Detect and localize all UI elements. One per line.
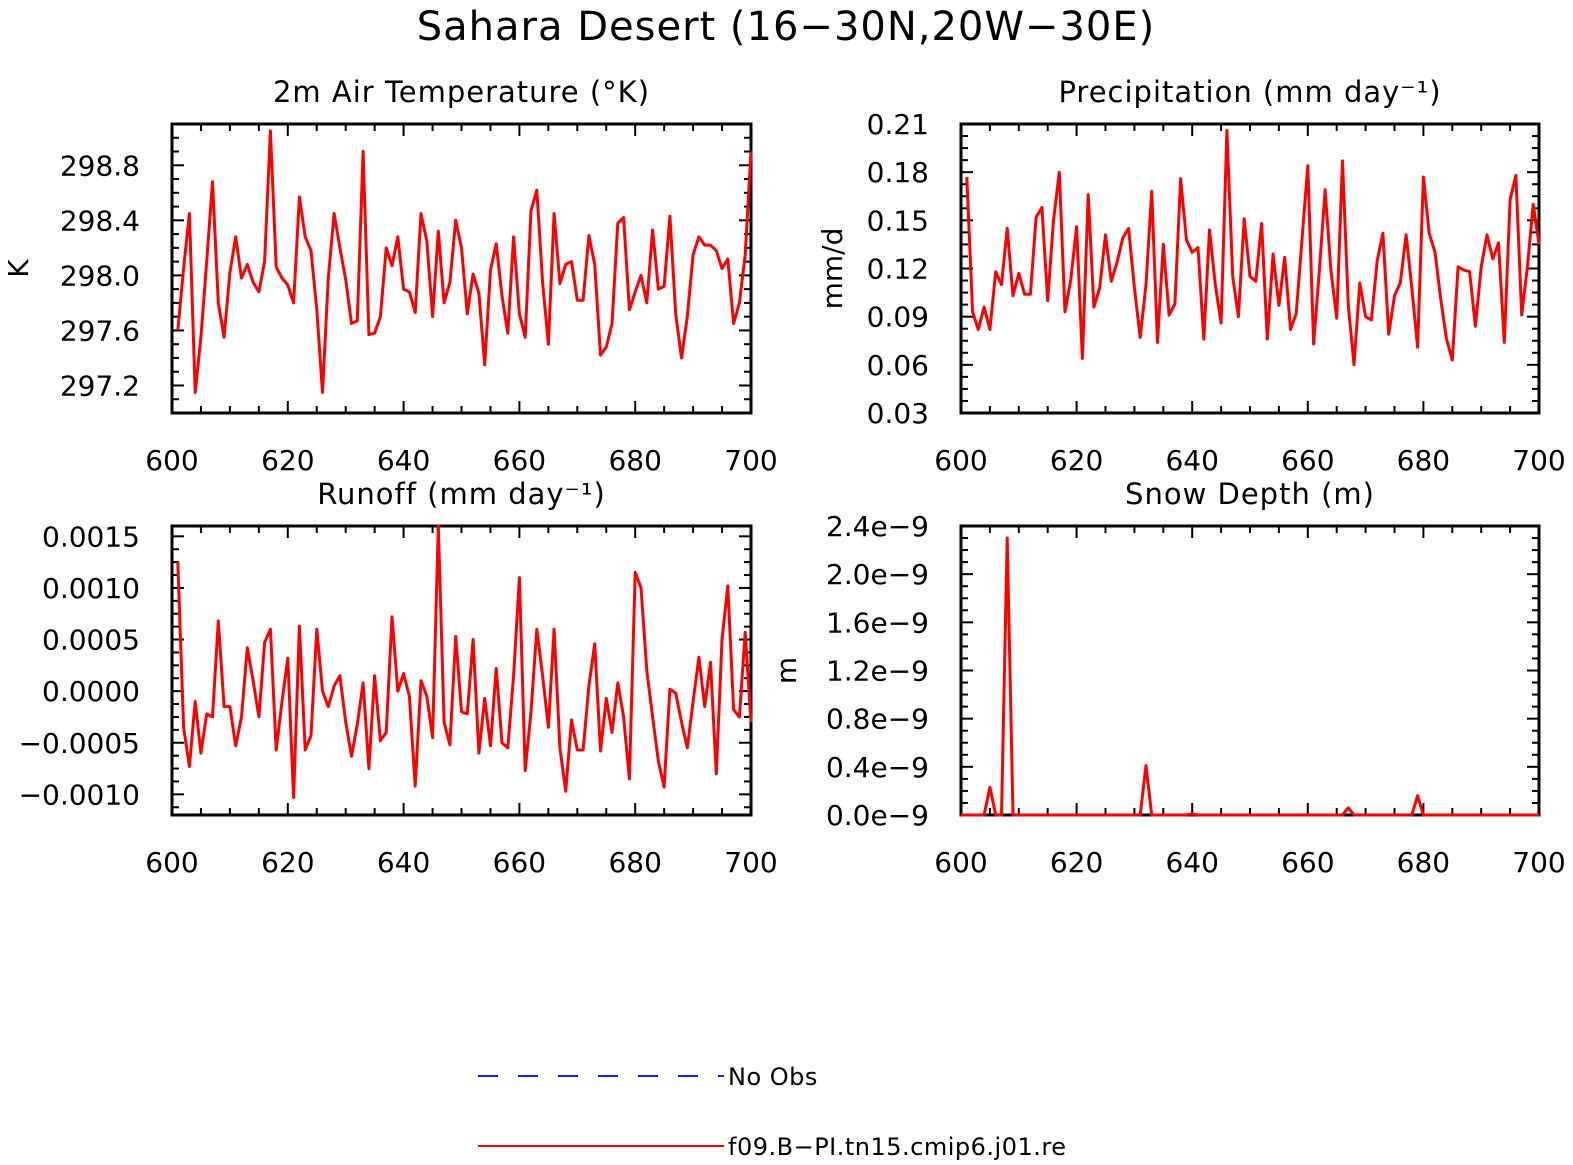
y-tick-label: 0.0000 [42, 675, 140, 708]
x-tick-label: 600 [145, 846, 198, 879]
y-tick-label: 0.0e−9 [826, 799, 929, 832]
chart-panel-3: Runoff (mm day⁻¹) 600 620 640 660 680 700 −0.00… [19, 477, 778, 879]
x-tick-label: 600 [934, 846, 987, 879]
legend-no-obs-label: No Obs [728, 1063, 818, 1091]
chart-panel-2: Precipitation (mm day⁻¹) mm/d 600 620 640 660… [816, 75, 1566, 477]
x-tick-label: 600 [934, 444, 987, 477]
y-tick-label: −0.0005 [19, 727, 140, 760]
series-line-1 [176, 524, 753, 799]
panel-title: 2m Air Temperature (°K) [273, 75, 650, 109]
y-tick-label: −0.0010 [19, 778, 140, 811]
plot-frame [959, 524, 1541, 817]
x-tick-label: 640 [377, 444, 430, 477]
x-tick-label: 620 [261, 444, 314, 477]
x-tick-label: 620 [1050, 846, 1103, 879]
series-line-1 [176, 129, 753, 394]
x-tick-label: 700 [1512, 846, 1565, 879]
y-tick-label: 0.12 [867, 253, 929, 286]
chart-panel-4: Snow Depth (m) m 600 620 640 660 680 700 0.0e−9 0… [770, 477, 1566, 879]
y-tick-label: 298.4 [60, 204, 140, 237]
x-tick-label: 660 [1281, 444, 1334, 477]
x-tick-label: 680 [608, 444, 661, 477]
x-tick-label: 660 [493, 444, 546, 477]
series-line-1 [961, 536, 1539, 817]
y-tick-label: 297.2 [60, 369, 140, 402]
panel-title: Runoff (mm day⁻¹) [317, 477, 606, 511]
x-tick-label: 620 [261, 846, 314, 879]
y-tick-label: 0.0015 [42, 520, 140, 553]
y-axis-label: mm/d [816, 228, 849, 310]
figure-title: Sahara Desert (16−30N,20W−30E) [417, 4, 1155, 50]
y-tick-label: 298.0 [60, 259, 140, 292]
x-tick-label: 700 [724, 444, 777, 477]
x-tick-label: 620 [1050, 444, 1103, 477]
y-tick-label: 2.4e−9 [826, 510, 929, 543]
y-tick-label: 0.18 [867, 156, 929, 189]
y-tick-label: 298.8 [60, 149, 140, 182]
y-tick-label: 0.8e−9 [826, 703, 929, 736]
x-tick-label: 660 [493, 846, 546, 879]
y-tick-label: 2.0e−9 [826, 558, 929, 591]
y-tick-label: 0.15 [867, 204, 929, 237]
y-tick-label: 0.03 [867, 397, 929, 430]
x-tick-label: 600 [145, 444, 198, 477]
x-tick-label: 640 [1165, 444, 1218, 477]
y-axis-label: m [770, 657, 803, 684]
legend-model-label: f09.B−PI.tn15.cmip6.j01.re [728, 1133, 1066, 1161]
x-tick-label: 660 [1281, 846, 1334, 879]
y-tick-label: 0.21 [867, 108, 929, 141]
y-tick-label: 0.4e−9 [826, 751, 929, 784]
chart-panel-1: 2m Air Temperature (°K) K 600 620 640 660 680 7… [2, 75, 778, 477]
x-tick-label: 680 [608, 846, 661, 879]
legend: No Obs f09.B−PI.tn15.cmip6.j01.re [478, 1063, 1066, 1161]
x-tick-label: 700 [724, 846, 777, 879]
y-tick-label: 297.6 [60, 314, 140, 347]
panel-title: Precipitation (mm day⁻¹) [1058, 75, 1441, 109]
series-line-1 [965, 128, 1541, 367]
y-tick-label: 0.09 [867, 301, 929, 334]
y-tick-label: 0.0010 [42, 572, 140, 605]
x-tick-label: 640 [377, 846, 430, 879]
y-tick-label: 1.6e−9 [826, 606, 929, 639]
y-tick-label: 1.2e−9 [826, 655, 929, 688]
panels: 2m Air Temperature (°K) K 600 620 640 660 680 7… [2, 75, 1566, 879]
x-tick-label: 680 [1397, 444, 1450, 477]
x-tick-label: 700 [1512, 444, 1565, 477]
y-axis-label: K [2, 259, 35, 278]
panel-title: Snow Depth (m) [1125, 477, 1375, 511]
x-tick-label: 640 [1165, 846, 1218, 879]
x-tick-label: 680 [1397, 846, 1450, 879]
y-tick-label: 0.0005 [42, 624, 140, 657]
y-tick-label: 0.06 [867, 349, 929, 382]
